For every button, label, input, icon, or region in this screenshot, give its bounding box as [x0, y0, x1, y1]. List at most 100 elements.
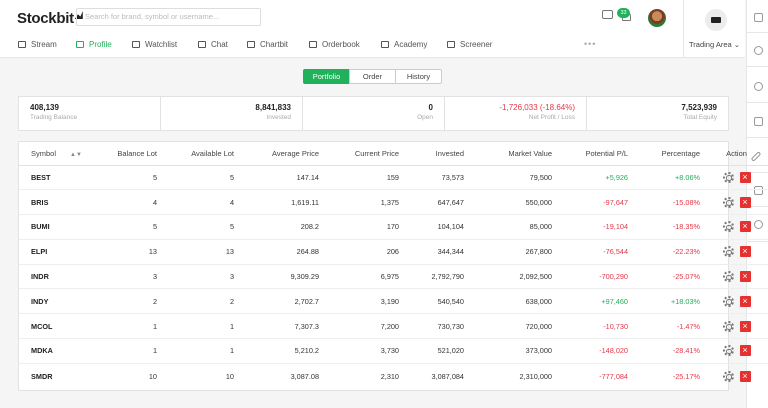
- table-row[interactable]: MCOL 1 1 7,307.3 7,200 730,730 720,000 -10,730-…: [19, 313, 768, 340]
- gear-icon[interactable]: [722, 271, 734, 283]
- cell-available-lot: 5: [161, 214, 238, 240]
- cell-average-price: 264.88: [238, 239, 323, 265]
- tab-order[interactable]: Order: [349, 69, 396, 84]
- user-icon: [76, 41, 84, 48]
- gear-icon[interactable]: [722, 221, 734, 233]
- tab-portfolio[interactable]: Portfolio: [303, 69, 350, 84]
- trading-area-dropdown[interactable]: Trading Area ⌄: [689, 40, 741, 49]
- filter-icon: [447, 41, 455, 48]
- gear-icon[interactable]: [722, 370, 734, 382]
- cell-potential-pl: +97,460: [556, 288, 632, 315]
- summary-label: Total Equity: [683, 114, 717, 121]
- table-row[interactable]: SMDR 10 10 3,087.08 2,310 3,087,084 2,310,000 -…: [19, 363, 768, 388]
- delete-button[interactable]: ×: [739, 171, 751, 183]
- cell-action: ×: [704, 264, 768, 290]
- more-menu-icon[interactable]: •••: [584, 39, 597, 49]
- cell-invested: 540,540: [403, 288, 468, 315]
- cell-balance-lot: 10: [148, 371, 157, 381]
- delete-button[interactable]: ×: [739, 196, 751, 208]
- cell-potential-pl: -76,544: [556, 239, 632, 265]
- table-row[interactable]: ELPI 13 13 264.88 206 344,344 267,800 -76,544 -2…: [19, 239, 768, 265]
- tab-history[interactable]: History: [395, 69, 442, 84]
- gear-icon[interactable]: [722, 320, 734, 332]
- nav-academy[interactable]: Academy: [381, 40, 427, 49]
- cell-percentage: -28.41%: [632, 338, 704, 364]
- cell-current-price: 206: [323, 239, 403, 265]
- cell-market-value: 373,000: [468, 338, 556, 364]
- cell-invested: 3,087,084: [431, 371, 464, 381]
- cell-symbol[interactable]: BEST: [19, 165, 91, 191]
- messages-icon[interactable]: [602, 10, 613, 19]
- delete-button[interactable]: ×: [739, 295, 751, 307]
- summary-open: 0 Open: [303, 97, 445, 130]
- cell-available-lot: 10: [225, 371, 234, 381]
- nav-orderbook[interactable]: Orderbook: [309, 40, 360, 49]
- cell-balance-lot: 1: [91, 338, 161, 364]
- delete-button[interactable]: ×: [739, 345, 751, 357]
- cell-symbol[interactable]: MCOL: [19, 313, 91, 340]
- nav-chat[interactable]: Chat: [198, 40, 228, 49]
- cell-symbol[interactable]: BRIS: [19, 189, 91, 216]
- nav-watchlist[interactable]: Watchlist: [132, 40, 177, 49]
- gear-icon[interactable]: [722, 196, 734, 208]
- table-row[interactable]: INDY 2 2 2,702.7 3,190 540,540 638,000 +97,460 +…: [19, 288, 768, 315]
- delete-button[interactable]: ×: [739, 370, 751, 382]
- gear-icon[interactable]: [722, 295, 734, 307]
- cell-symbol[interactable]: INDR: [19, 264, 91, 290]
- cell-potential-pl: -19,104: [556, 214, 632, 240]
- cell-market-value: 550,000: [468, 189, 556, 216]
- star-icon: [132, 41, 140, 48]
- portfolio-table: Symbol ▲▼ Balance Lot Available Lot Avera…: [18, 141, 768, 391]
- gear-icon[interactable]: [722, 345, 734, 357]
- cell-invested: 647,647: [403, 189, 468, 216]
- cell-average-price: 7,307.3: [238, 313, 323, 340]
- cell-percentage: -22.23%: [632, 239, 704, 265]
- table-row[interactable]: INDR 3 3 9,309.29 6,975 2,792,790 2,092,500 -70…: [19, 264, 768, 290]
- clock-icon[interactable]: [754, 82, 763, 91]
- cell-market-value: 79,500: [468, 165, 556, 191]
- home-icon: [18, 41, 26, 48]
- gear-icon[interactable]: [722, 246, 734, 258]
- hand-icon[interactable]: [754, 117, 763, 126]
- delete-button[interactable]: ×: [739, 246, 751, 258]
- summary-net-profit-loss: -1,726,033 (-18.64%) Net Profit / Loss: [445, 97, 587, 130]
- cell-current-price: 1,375: [323, 189, 403, 216]
- gear-icon[interactable]: [722, 171, 734, 183]
- summary-label: Invested: [266, 114, 291, 121]
- col-available-lot: Available Lot: [161, 142, 238, 166]
- cell-current-price: 3,730: [323, 338, 403, 364]
- cell-symbol[interactable]: MDKA: [19, 338, 91, 364]
- stockbit-logo[interactable]: Stockbit: [17, 10, 83, 27]
- table-row[interactable]: MDKA 1 1 5,210.2 3,730 521,020 373,000 -148,020…: [19, 338, 768, 364]
- nav-stream[interactable]: Stream: [18, 40, 57, 49]
- cell-potential-pl: -148,020: [556, 338, 632, 364]
- star-list-icon[interactable]: [754, 13, 763, 22]
- cell-market-value: 720,000: [468, 313, 556, 340]
- col-symbol[interactable]: Symbol ▲▼: [19, 142, 91, 166]
- delete-button[interactable]: ×: [739, 320, 751, 332]
- nav-profile[interactable]: Profile: [76, 40, 112, 49]
- cell-symbol[interactable]: BUMI: [19, 214, 91, 240]
- user-avatar[interactable]: [648, 9, 666, 27]
- rail-divider: [747, 32, 768, 33]
- cell-current-price: 6,975: [323, 264, 403, 290]
- cell-symbol[interactable]: ELPI: [19, 239, 91, 265]
- nav-chartbit[interactable]: Chartbit: [247, 40, 288, 49]
- cell-symbol[interactable]: SMDR: [31, 371, 53, 381]
- table-row[interactable]: BRIS 4 4 1,619.11 1,375 647,647 550,000 -97,647…: [19, 189, 768, 216]
- alarm-icon[interactable]: [754, 46, 763, 55]
- cell-current-price: 7,200: [323, 313, 403, 340]
- table-row[interactable]: BUMI 5 5 208.2 170 104,104 85,000 -19,104 -18.35…: [19, 214, 768, 240]
- academy-icon: [381, 41, 389, 48]
- cell-symbol[interactable]: INDY: [19, 288, 91, 315]
- delete-button[interactable]: ×: [739, 221, 751, 233]
- trading-area-icon[interactable]: [705, 9, 727, 31]
- cell-invested: 344,344: [403, 239, 468, 265]
- cell-available-lot: 13: [161, 239, 238, 265]
- sort-icon[interactable]: ▲▼: [70, 151, 82, 158]
- delete-button[interactable]: ×: [739, 271, 751, 283]
- rail-divider: [747, 102, 768, 103]
- search-input[interactable]: Search for brand, symbol or username...: [76, 8, 261, 26]
- nav-screener[interactable]: Screener: [447, 40, 492, 49]
- table-row[interactable]: BEST 5 5 147.14 159 73,573 79,500 +5,926 +8.06% ×: [19, 165, 768, 191]
